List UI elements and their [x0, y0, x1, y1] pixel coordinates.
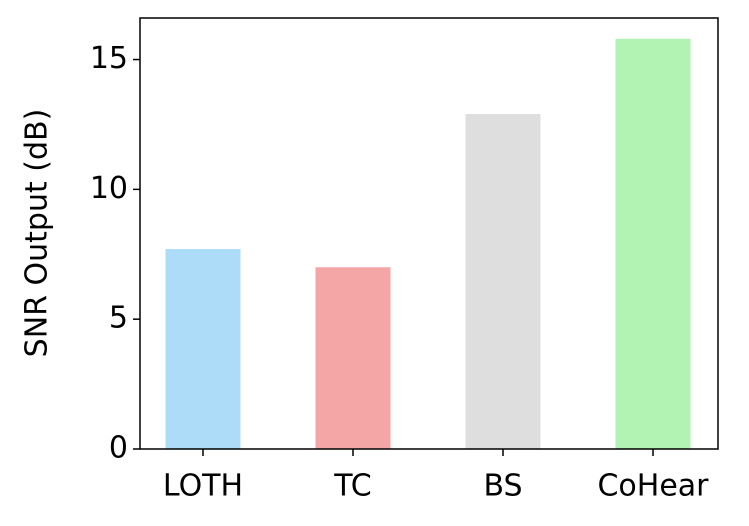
- x-tick-label: BS: [483, 469, 522, 504]
- bar: [315, 267, 391, 449]
- x-tick-label: CoHear: [597, 469, 709, 504]
- y-tick-label: 5: [109, 301, 128, 336]
- y-axis-label: SNR Output (dB): [20, 109, 55, 358]
- bar: [615, 38, 691, 449]
- y-tick-label: 0: [109, 431, 128, 466]
- bar: [465, 114, 541, 450]
- y-tick-label: 10: [90, 171, 128, 206]
- x-tick-label: LOTH: [163, 469, 243, 504]
- bar: [165, 249, 241, 449]
- y-tick-label: 15: [90, 41, 128, 76]
- x-tick-label: TC: [333, 469, 372, 504]
- plot-frame: [139, 17, 719, 450]
